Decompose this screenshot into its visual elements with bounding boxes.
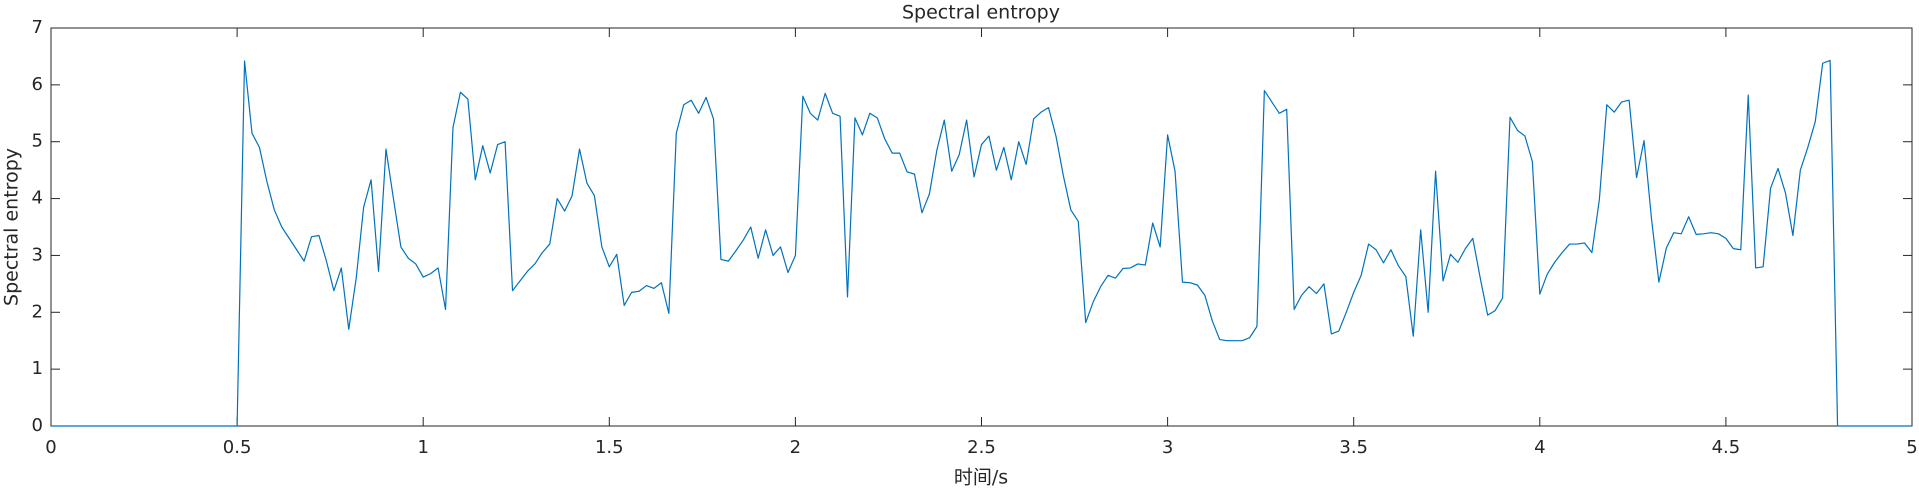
data-line <box>51 59 1912 427</box>
y-tick-label: 5 <box>32 131 43 152</box>
y-axis-label: Spectral entropy <box>1 148 23 306</box>
x-tick-label: 3.5 <box>1339 437 1368 458</box>
y-tick-label: 1 <box>32 358 43 379</box>
x-tick-label: 2.5 <box>967 437 996 458</box>
x-tick-label: 4.5 <box>1712 437 1741 458</box>
x-tick-label: 4 <box>1534 437 1545 458</box>
x-tick-label: 2 <box>790 437 801 458</box>
y-tick-label: 2 <box>32 301 43 322</box>
y-tick-label: 7 <box>32 17 43 38</box>
chart-title: Spectral entropy <box>902 2 1060 24</box>
y-tick-label: 6 <box>32 74 43 95</box>
x-tick-label: 0 <box>45 437 56 458</box>
y-tick-label: 0 <box>32 415 43 436</box>
y-tick-label: 3 <box>32 244 43 265</box>
x-tick-label: 1.5 <box>595 437 624 458</box>
x-tick-label: 0.5 <box>223 437 252 458</box>
y-tick-label: 4 <box>32 188 43 209</box>
x-tick-label: 3 <box>1162 437 1173 458</box>
x-tick-label: 1 <box>417 437 428 458</box>
x-tick-label: 5 <box>1906 437 1917 458</box>
x-axis-label: 时间/s <box>954 467 1008 489</box>
